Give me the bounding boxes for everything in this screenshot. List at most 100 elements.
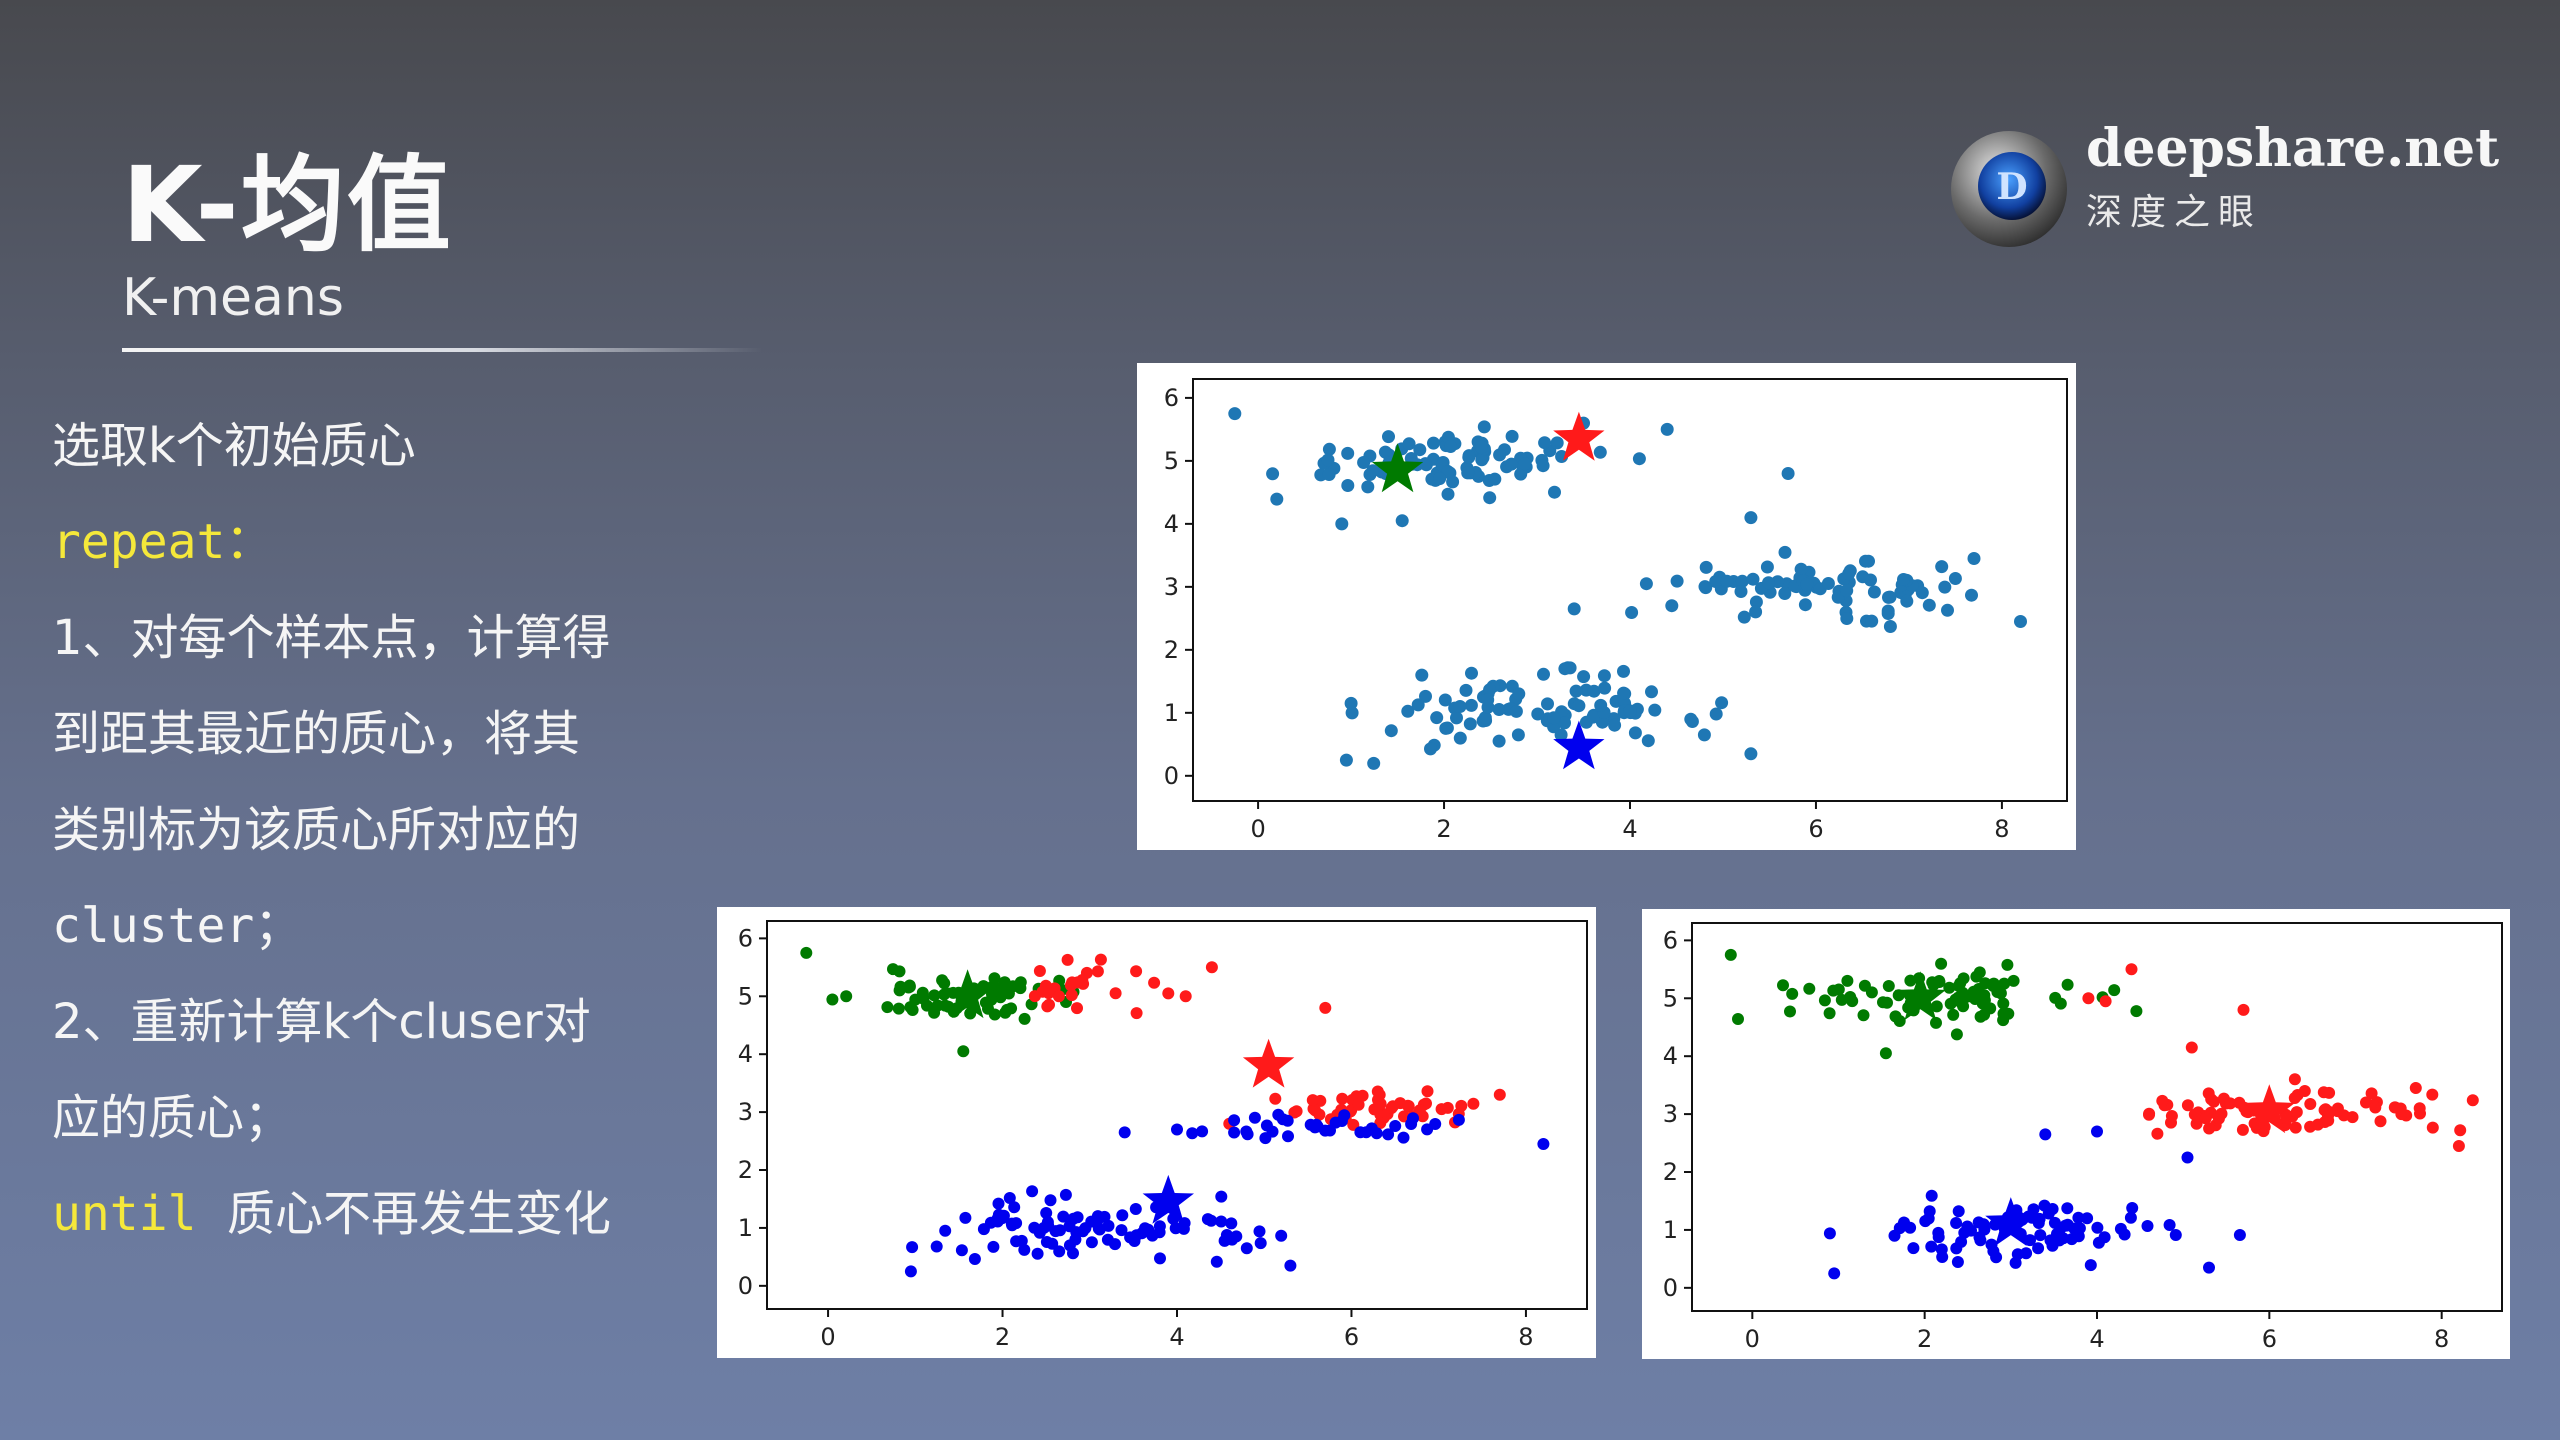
data-point — [1321, 453, 1335, 467]
y-tick-label: 3 — [738, 1098, 753, 1126]
data-point — [2141, 1220, 2154, 1232]
data-point — [1504, 457, 1518, 471]
data-point — [1844, 991, 1857, 1003]
y-tick-label: 3 — [1663, 1100, 1678, 1128]
data-point — [1778, 545, 1792, 559]
data-point — [1230, 1230, 1243, 1243]
data-point — [1085, 1236, 1098, 1249]
centroid-star-marker — [1553, 411, 1605, 461]
centroid-star-marker — [942, 969, 994, 1019]
data-point — [1904, 1221, 1917, 1234]
data-point — [1395, 514, 1409, 528]
data-point — [1509, 704, 1523, 718]
data-point — [1441, 487, 1455, 501]
data-point — [1840, 612, 1854, 625]
data-point — [1857, 1009, 1870, 1022]
data-point — [1558, 662, 1572, 676]
data-point — [1877, 996, 1889, 1009]
data-point — [1777, 979, 1789, 992]
data-point — [1550, 436, 1564, 450]
step1-line2: 到距其最近的质心，将其 — [52, 706, 581, 762]
data-point — [1341, 479, 1355, 492]
data-point — [1933, 976, 1946, 988]
data-point — [1555, 450, 1569, 463]
data-point — [1617, 664, 1630, 678]
x-tick-label: 8 — [1994, 815, 2009, 843]
data-point — [1411, 698, 1425, 712]
x-tick-label: 2 — [1436, 815, 1451, 843]
data-point — [1632, 452, 1646, 466]
data-point — [1026, 1185, 1039, 1198]
data-point — [1922, 598, 1936, 612]
data-point — [1883, 620, 1897, 633]
data-point — [1948, 572, 1962, 585]
data-point — [1385, 1102, 1398, 1114]
data-point — [1856, 570, 1870, 584]
data-point — [2304, 1098, 2317, 1110]
data-point — [1840, 584, 1854, 598]
data-point — [1972, 983, 1985, 995]
data-point — [1322, 468, 1336, 481]
x-tick-label: 2 — [1917, 1325, 1932, 1353]
data-point — [1998, 977, 2011, 990]
data-point — [1196, 1125, 1209, 1138]
data-point — [1645, 685, 1658, 699]
data-point — [1413, 443, 1427, 457]
data-point — [1481, 693, 1495, 707]
data-point — [1319, 1001, 1332, 1014]
data-point — [2091, 1221, 2104, 1234]
data-point — [1347, 1118, 1360, 1131]
chart-panel-initial: 0 2 4 6 8 0 1 2 3 4 5 6 — [1137, 363, 2076, 850]
data-point — [1225, 1217, 1238, 1230]
data-point — [1382, 1128, 1395, 1141]
data-point — [2414, 1107, 2426, 1120]
y-tick-label: 0 — [738, 1272, 753, 1300]
data-point — [1118, 1126, 1131, 1139]
data-point — [1794, 562, 1808, 576]
data-point — [1444, 440, 1458, 453]
data-point — [906, 1241, 919, 1254]
data-point — [1670, 574, 1684, 588]
data-point — [1935, 1243, 1948, 1256]
data-point — [1344, 696, 1358, 710]
data-point — [1418, 457, 1432, 471]
data-point — [1130, 965, 1143, 978]
data-point — [1950, 1028, 1963, 1041]
data-point — [2454, 1124, 2467, 1137]
data-point — [1248, 1111, 1261, 1124]
data-point — [1623, 704, 1637, 718]
data-point — [2082, 992, 2095, 1005]
data-point — [1345, 706, 1359, 720]
data-point — [2409, 1082, 2422, 1094]
data-point — [2374, 1115, 2387, 1128]
logo-site-name: deepshare.net — [2086, 118, 2500, 179]
data-point — [1129, 1203, 1142, 1215]
data-point — [1071, 1211, 1084, 1224]
data-point — [931, 999, 944, 1012]
data-point — [1370, 1127, 1383, 1140]
data-point — [2360, 1096, 2372, 1109]
data-point — [1493, 1088, 1506, 1101]
until-keyword: until — [52, 1186, 197, 1242]
data-point — [1413, 1104, 1426, 1117]
data-point — [1956, 986, 1969, 999]
data-point — [1186, 1127, 1199, 1140]
data-point — [1477, 420, 1491, 434]
data-point — [1007, 980, 1020, 993]
data-point — [1043, 998, 1055, 1011]
data-point — [2027, 1203, 2040, 1216]
data-point — [1356, 1089, 1369, 1102]
data-point — [2466, 1094, 2479, 1107]
data-point — [1461, 466, 1475, 480]
data-point — [1538, 436, 1552, 450]
data-point — [1401, 1099, 1414, 1112]
data-point — [1732, 1013, 1744, 1025]
scatter-chart-initial: 0 2 4 6 8 0 1 2 3 4 5 6 — [1164, 378, 2068, 843]
data-point — [826, 993, 839, 1006]
data-point — [1450, 711, 1463, 725]
data-point — [959, 1211, 972, 1224]
data-point — [984, 1216, 997, 1229]
data-point — [1737, 610, 1751, 624]
data-point — [2323, 1106, 2336, 1118]
data-point — [2048, 1216, 2061, 1229]
